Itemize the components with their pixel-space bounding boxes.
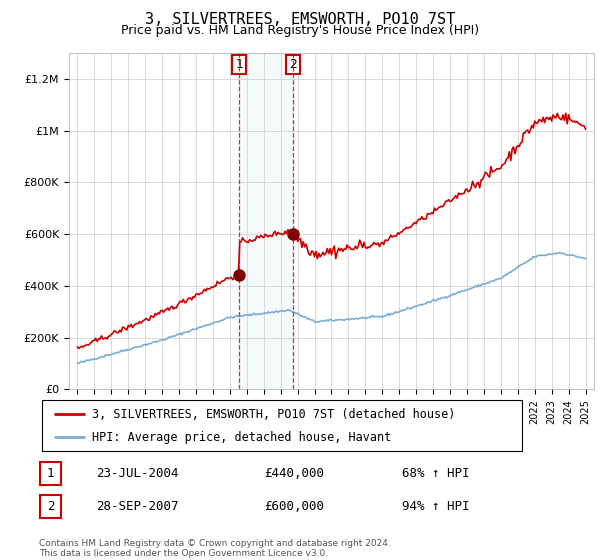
- Text: £440,000: £440,000: [264, 466, 324, 480]
- Text: Price paid vs. HM Land Registry's House Price Index (HPI): Price paid vs. HM Land Registry's House …: [121, 24, 479, 36]
- Text: 23-JUL-2004: 23-JUL-2004: [96, 466, 179, 480]
- Text: 3, SILVERTREES, EMSWORTH, PO10 7ST (detached house): 3, SILVERTREES, EMSWORTH, PO10 7ST (deta…: [92, 408, 456, 421]
- Text: 3, SILVERTREES, EMSWORTH, PO10 7ST: 3, SILVERTREES, EMSWORTH, PO10 7ST: [145, 12, 455, 27]
- Text: 68% ↑ HPI: 68% ↑ HPI: [402, 466, 470, 480]
- Text: £600,000: £600,000: [264, 500, 324, 514]
- Bar: [239, 53, 293, 389]
- Text: 1: 1: [235, 58, 243, 71]
- Text: HPI: Average price, detached house, Havant: HPI: Average price, detached house, Hava…: [92, 431, 392, 444]
- Text: 2: 2: [289, 58, 297, 71]
- Text: 94% ↑ HPI: 94% ↑ HPI: [402, 500, 470, 514]
- Text: 28-SEP-2007: 28-SEP-2007: [96, 500, 179, 514]
- Text: 2: 2: [47, 500, 54, 514]
- Text: 1: 1: [47, 466, 54, 480]
- Text: Contains HM Land Registry data © Crown copyright and database right 2024.
This d: Contains HM Land Registry data © Crown c…: [39, 539, 391, 558]
